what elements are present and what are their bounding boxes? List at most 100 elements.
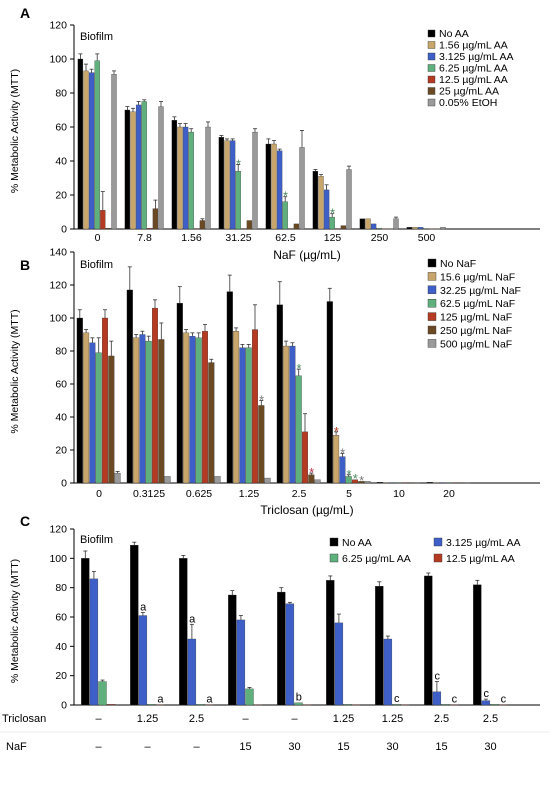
bar: [194, 228, 200, 230]
bar: [139, 334, 146, 484]
y-tick-label: 60: [55, 612, 67, 624]
x-tick-label: 1.56: [181, 232, 202, 244]
legend-label: 500 µg/mL NaF: [440, 338, 512, 350]
bar: [89, 578, 99, 706]
x-axis-label: Triclosan (µg/mL): [260, 503, 353, 517]
y-tick-label: 120: [49, 280, 67, 292]
bar: [312, 171, 319, 230]
annotation-mark: c: [452, 693, 458, 705]
bar: [164, 476, 171, 484]
x-tick-label: 7.8: [137, 232, 152, 244]
bar: [301, 431, 308, 484]
y-tick-label: 0: [61, 478, 67, 490]
triclosan-cell: –: [242, 713, 249, 725]
panel-a: A Biofilm 0 20 40 60 80 100 120 % Metabolic Activ…: [9, 5, 540, 262]
legend-label: 15.6 µg/mL NaF: [440, 271, 515, 283]
bar: [323, 189, 330, 230]
y-tick-label: 100: [49, 553, 67, 565]
bar: [133, 337, 140, 484]
legend-swatch: [427, 325, 437, 335]
bar: [429, 228, 435, 230]
bar: [376, 227, 382, 230]
bar: [145, 340, 152, 484]
naf-cell: –: [193, 741, 200, 753]
triclosan-cell: 2.5: [434, 713, 449, 725]
legend-swatch: [427, 52, 436, 61]
y-tick-label: 20: [55, 445, 67, 457]
panel-letter: C: [20, 513, 30, 529]
bar: [295, 375, 302, 484]
bar: [434, 228, 441, 230]
panel-inner-label: Biofilm: [80, 534, 113, 546]
bar: [241, 228, 247, 230]
legend-swatch: [329, 537, 339, 547]
annotation-mark: *: [236, 156, 241, 171]
bar: [98, 681, 107, 706]
row-label-naf: NaF: [6, 741, 27, 753]
bar: [83, 332, 90, 484]
bar: [102, 317, 109, 484]
bar: [100, 210, 106, 230]
legend-label: 25 µg/mL AA: [439, 86, 499, 98]
bar: [176, 302, 183, 484]
bar: [334, 622, 344, 706]
bar: [111, 74, 117, 230]
naf-cell: 30: [386, 741, 398, 753]
triclosan-cell: 1.25: [382, 713, 403, 725]
annotation-mark: *: [330, 206, 335, 221]
y-tick-label: 40: [55, 156, 67, 168]
legend-swatch: [433, 537, 443, 547]
row-label-triclosan: Triclosan: [2, 713, 46, 725]
bar: [265, 143, 272, 230]
bar: [351, 704, 361, 706]
legend-swatch: [427, 258, 437, 268]
bar: [94, 60, 100, 230]
annotation-mark: a: [189, 613, 196, 625]
bar: [155, 704, 165, 706]
legend-swatch: [427, 285, 437, 294]
legend-label: 12.5 µg/mL AA: [446, 553, 515, 565]
x-tick-label: 250: [371, 232, 389, 244]
bar: [208, 362, 215, 484]
panel-inner-label: Biofilm: [80, 259, 113, 271]
legend-label: 3.125 µg/mL AA: [439, 51, 514, 63]
bar: [370, 223, 377, 230]
triclosan-cell: 1.25: [333, 713, 354, 725]
panel-inner-label: Biofilm: [80, 31, 113, 43]
bar: [88, 72, 95, 230]
bar: [401, 482, 408, 484]
bar: [236, 619, 246, 706]
bar: [293, 223, 300, 230]
bar: [226, 291, 233, 484]
y-tick-label: 40: [55, 641, 67, 653]
y-tick-label: 60: [55, 379, 67, 391]
legend-label: 250 µg/mL NaF: [440, 325, 512, 337]
bar: [440, 227, 446, 230]
y-tick-label: 100: [49, 313, 67, 325]
legend-swatch: [427, 64, 436, 72]
annotation-mark: c: [501, 693, 507, 705]
x-tick-label: 20: [443, 488, 455, 500]
x-tick-label: 1.25: [239, 488, 260, 500]
panel-letter: B: [20, 257, 30, 273]
legend-swatch: [329, 553, 339, 563]
y-tick-label: 140: [49, 247, 67, 259]
bar: [406, 227, 413, 230]
annotation-mark: a: [157, 693, 164, 705]
triclosan-cell: –: [291, 713, 298, 725]
y-axis-label: % Metabolic Activity (MTT): [9, 69, 21, 193]
triclosan-cell: –: [95, 713, 102, 725]
bar: [282, 201, 288, 230]
legend-label: No AA: [439, 28, 469, 40]
bar: [204, 704, 214, 706]
bar: [449, 704, 459, 706]
bar: [414, 482, 421, 484]
bar: [199, 220, 206, 230]
bar: [464, 482, 471, 484]
bar: [205, 126, 211, 230]
bar: [358, 481, 365, 484]
bar: [498, 704, 508, 706]
bar: [383, 638, 393, 706]
bar: [239, 347, 246, 484]
annotation-mark: c: [434, 671, 440, 683]
